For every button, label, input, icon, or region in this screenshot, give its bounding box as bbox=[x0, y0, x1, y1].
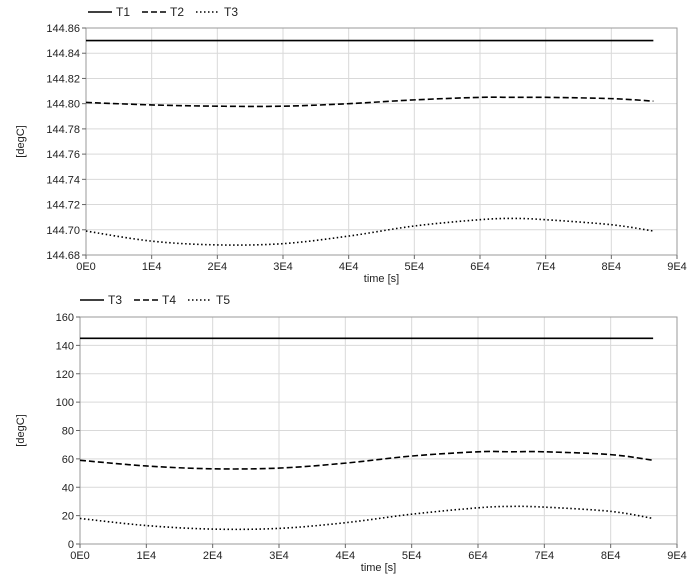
series-line-t4 bbox=[79, 450, 654, 470]
x-tick-label: 7E4 bbox=[536, 261, 556, 273]
x-tick-label: 6E4 bbox=[468, 550, 488, 562]
y-tick-label: 144.76 bbox=[46, 149, 80, 161]
legend-label-t1: T1 bbox=[116, 5, 130, 19]
x-tick-label: 5E4 bbox=[402, 550, 422, 562]
y-tick-label: 144.78 bbox=[46, 124, 80, 136]
x-tick-label: 9E4 bbox=[667, 261, 687, 273]
legend-label-t4: T4 bbox=[162, 293, 176, 307]
y-tick-label: 100 bbox=[56, 397, 74, 409]
y-tick-label: 160 bbox=[56, 312, 74, 324]
x-tick-label: 2E4 bbox=[208, 261, 228, 273]
y-tick-label: 144.84 bbox=[46, 48, 80, 60]
y-tick-label: 144.74 bbox=[46, 174, 80, 186]
chart-panel-1: 144.68 144.70 144.72 144.74 144.76 144.78 144.… bbox=[15, 5, 687, 285]
x-tick-label: 3E4 bbox=[273, 261, 293, 273]
x-tick-label: 3E4 bbox=[269, 550, 289, 562]
y-tick-label: 40 bbox=[62, 482, 74, 494]
legend-label-t5: T5 bbox=[216, 293, 230, 307]
y-tick-label: 144.68 bbox=[46, 250, 80, 262]
y-tick-label: 80 bbox=[62, 426, 74, 438]
series-line-t5 bbox=[79, 505, 654, 531]
plot-frame bbox=[85, 27, 678, 256]
x-tick-label: 0E0 bbox=[76, 261, 96, 273]
y-axis-label: [degC] bbox=[15, 414, 27, 446]
y-tick-label: 144.82 bbox=[46, 73, 80, 85]
series-line-t2 bbox=[85, 96, 654, 108]
y-tick-label: 144.72 bbox=[46, 200, 80, 212]
x-tick-label: 1E4 bbox=[142, 261, 162, 273]
x-axis-label: time [s] bbox=[361, 562, 396, 574]
legend-label-t3: T3 bbox=[224, 5, 238, 19]
y-tick-label: 144.86 bbox=[46, 23, 80, 35]
x-tick-label: 4E4 bbox=[336, 550, 356, 562]
x-axis-label: time [s] bbox=[364, 273, 399, 285]
x-tick-label: 6E4 bbox=[470, 261, 490, 273]
x-tick-label: 5E4 bbox=[405, 261, 425, 273]
y-tick-label: 144.70 bbox=[46, 225, 80, 237]
x-tick-label: 0E0 bbox=[70, 550, 90, 562]
x-tick-label: 8E4 bbox=[601, 550, 621, 562]
y-tick-label: 140 bbox=[56, 340, 74, 352]
y-tick-label: 60 bbox=[62, 454, 74, 466]
series-line-t3 bbox=[85, 217, 654, 246]
y-tick-label: 144.80 bbox=[46, 99, 80, 111]
y-tick-label: 20 bbox=[62, 511, 74, 523]
x-tick-label: 2E4 bbox=[203, 550, 223, 562]
x-tick-label: 8E4 bbox=[602, 261, 622, 273]
y-tick-label: 120 bbox=[56, 369, 74, 381]
legend-label-t3: T3 bbox=[108, 293, 122, 307]
chart-panel-2: 0 20 40 60 80 100 120 140 160 0E0 1E4 2E4 3E4 4E4 5E4 6… bbox=[15, 293, 687, 574]
x-tick-label: 4E4 bbox=[339, 261, 359, 273]
y-axis-label: [degC] bbox=[15, 125, 27, 157]
x-tick-label: 7E4 bbox=[535, 550, 555, 562]
x-tick-label: 1E4 bbox=[137, 550, 157, 562]
legend-label-t2: T2 bbox=[170, 5, 184, 19]
y-tick-label: 0 bbox=[68, 539, 74, 551]
x-tick-label: 9E4 bbox=[667, 550, 687, 562]
